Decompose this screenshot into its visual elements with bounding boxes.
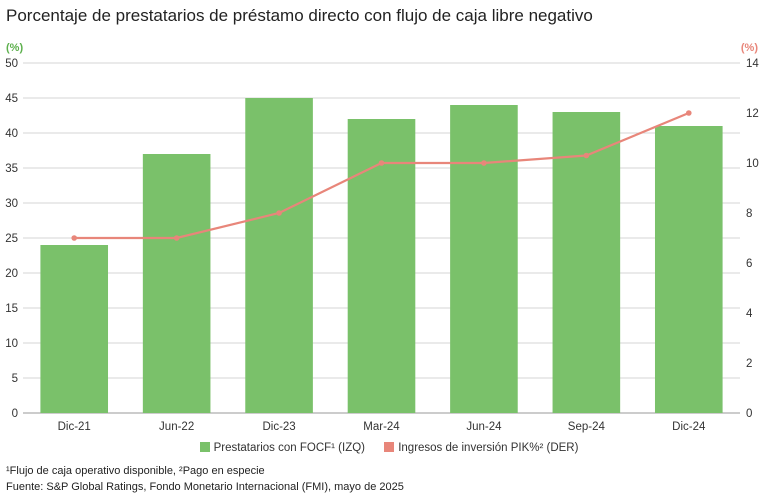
- x-tick-label: Sep-24: [568, 421, 606, 433]
- line-series: [71, 110, 692, 241]
- legend-label-line: Ingresos de inversión PIK%² (DER): [398, 442, 579, 454]
- line-point: [583, 152, 590, 159]
- bar: [40, 245, 109, 413]
- combo-chart: 0 5 10 15 20 25 30 35 40 45 50 0 2 4 6 8 10 12 14 Dic-21 J…: [5, 42, 759, 433]
- left-tick-label: 5: [12, 373, 18, 385]
- right-tick-label: 10: [746, 158, 759, 170]
- x-tick-label: Mar-24: [363, 421, 400, 433]
- right-tick-label: 14: [746, 58, 759, 70]
- left-tick-label: 10: [5, 338, 18, 350]
- line-point: [276, 210, 282, 216]
- footnote-source: Fuente: S&P Global Ratings, Fondo Moneta…: [6, 481, 404, 493]
- footnote-definitions: ¹Flujo de caja operativo disponible, ²Pa…: [6, 465, 265, 477]
- right-tick-label: 4: [746, 308, 753, 320]
- legend-swatch-bars: [199, 442, 210, 452]
- right-axis-unit: (%): [741, 42, 758, 54]
- left-tick-label: 50: [5, 58, 18, 70]
- right-tick-label: 2: [746, 358, 752, 370]
- x-tick-label: Jun-24: [466, 421, 502, 433]
- x-tick-label: Dic-21: [58, 421, 91, 433]
- bar: [142, 154, 211, 413]
- legend-item-bars: Prestatarios con FOCF¹ (IZQ): [199, 442, 365, 454]
- right-tick-label: 8: [746, 208, 752, 220]
- line-point: [378, 160, 385, 166]
- bar: [347, 119, 416, 413]
- left-tick-label: 45: [5, 93, 18, 105]
- x-tick-label: Dic-24: [672, 421, 706, 433]
- left-tick-label: 15: [5, 303, 18, 315]
- x-axis: Dic-21 Jun-22 Dic-23 Mar-24 Jun-24 Sep-24 Dic-…: [58, 421, 706, 433]
- bar: [654, 126, 723, 413]
- legend: Prestatarios con FOCF¹ (IZQ) Ingresos de…: [0, 442, 778, 454]
- x-tick-label: Jun-22: [159, 421, 194, 433]
- left-tick-label: 20: [5, 268, 18, 280]
- footnotes: ¹Flujo de caja operativo disponible, ²Pa…: [6, 463, 404, 495]
- bar: [245, 98, 313, 413]
- bar: [450, 105, 518, 413]
- right-tick-label: 12: [746, 108, 759, 120]
- right-axis: 0 2 4 6 8 10 12 14: [746, 58, 759, 420]
- left-tick-label: 25: [5, 233, 18, 245]
- left-tick-label: 0: [12, 408, 18, 420]
- bar-series: [40, 98, 723, 413]
- line-point: [173, 235, 180, 241]
- legend-swatch-line: [384, 442, 395, 452]
- right-tick-label: 6: [746, 258, 752, 270]
- x-tick-label: Dic-23: [262, 421, 295, 433]
- line-point: [685, 110, 692, 116]
- left-axis: 0 5 10 15 20 25 30 35 40 45 50: [5, 58, 18, 420]
- bar: [552, 112, 621, 413]
- left-tick-label: 35: [5, 163, 18, 175]
- chart-title: Porcentaje de prestatarios de préstamo d…: [6, 6, 593, 25]
- left-tick-label: 40: [5, 128, 18, 140]
- left-tick-label: 30: [5, 198, 18, 210]
- legend-item-line: Ingresos de inversión PIK%² (DER): [384, 442, 578, 454]
- line-point: [481, 160, 487, 166]
- line-point: [71, 235, 78, 241]
- left-axis-unit: (%): [6, 42, 23, 54]
- legend-label-bars: Prestatarios con FOCF¹ (IZQ): [213, 442, 365, 454]
- right-tick-label: 0: [746, 408, 752, 420]
